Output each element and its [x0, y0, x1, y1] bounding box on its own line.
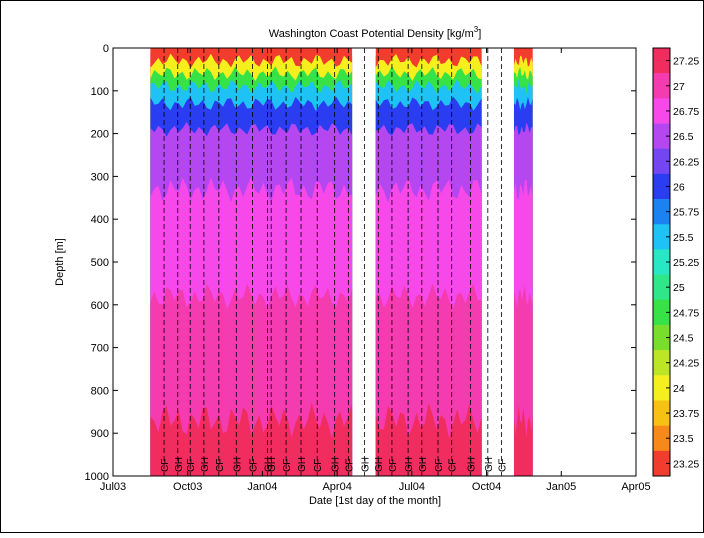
- title-superscript: 3: [474, 25, 479, 34]
- colorbar-swatch: [653, 299, 670, 326]
- y-axis-label: Depth [m]: [54, 238, 66, 286]
- colorbar-label: 25.75: [673, 207, 699, 219]
- cruise-label: GH: [200, 457, 211, 472]
- x-tick-label: Jul03: [100, 481, 126, 493]
- cruise-label: GH: [174, 457, 185, 472]
- x-tick-label: Jan04: [247, 481, 277, 493]
- x-tick-label: Jul04: [399, 481, 425, 493]
- x-tick-label: Apr04: [322, 481, 351, 493]
- cruise-label: GH: [267, 457, 278, 472]
- colorbar-swatch: [653, 249, 670, 275]
- density-layer: [514, 404, 533, 476]
- cruise-label: GH: [361, 457, 372, 472]
- colorbar-label: 27: [673, 81, 685, 93]
- plot-data: [150, 48, 533, 476]
- x-tick-label: Oct03: [173, 481, 202, 493]
- title-end: ]: [478, 28, 481, 40]
- colorbar-label: 24.5: [673, 333, 694, 345]
- density-layer: [150, 402, 353, 476]
- density-layer: [375, 403, 482, 476]
- colorbar-label: 23.5: [673, 433, 694, 445]
- colorbar-swatch: [653, 350, 670, 376]
- colorbar-swatch: [653, 375, 670, 401]
- cruise-label: CF: [160, 459, 171, 472]
- colorbar-swatch: [653, 450, 670, 477]
- colorbar-label: 27.25: [673, 56, 699, 68]
- colorbar-swatch: [653, 73, 670, 99]
- colorbar-label: 25.5: [673, 232, 694, 244]
- x-tick-label: Apr05: [621, 481, 650, 493]
- colorbar-swatch: [653, 173, 670, 200]
- cruise-label: GH: [466, 457, 477, 472]
- cruise-label: CF: [448, 459, 459, 472]
- y-tick-label: 400: [91, 214, 109, 226]
- y-tick-label: 600: [91, 300, 109, 312]
- colorbar-swatch: [653, 98, 670, 124]
- cruise-label: GH: [374, 457, 385, 472]
- cruise-label: GH: [331, 457, 342, 472]
- y-axis: 0 100 200 300 400 500 600 700 800 900 1000: [85, 43, 636, 483]
- colorbar-swatch: [653, 425, 670, 452]
- x-axis: Jul03 Oct03 Jan04 Apr04 Jul04 Oct04 Jan05 Apr05: [100, 48, 651, 493]
- cruise-label: GH: [232, 457, 243, 472]
- chart-title: Washington Coast Potential Density [kg/m…: [269, 25, 482, 40]
- colorbar-label: 24.75: [673, 307, 699, 319]
- cruise-label: CF: [344, 459, 355, 472]
- colorbar-label: 25.25: [673, 257, 699, 269]
- y-tick-label: 800: [91, 385, 109, 397]
- cruise-label: GH: [484, 457, 495, 472]
- y-tick-label: 1000: [85, 471, 109, 483]
- y-tick-label: 100: [91, 86, 109, 98]
- cruise-label: CF: [434, 459, 445, 472]
- cruise-label: CF: [388, 459, 399, 472]
- colorbar-swatch: [653, 148, 670, 175]
- data-segment: [513, 48, 533, 476]
- cruise-label: CF: [282, 459, 293, 472]
- cruise-label: CF: [248, 459, 259, 472]
- colorbar-label: 26.25: [673, 156, 699, 168]
- cruise-label: GH: [404, 457, 415, 472]
- y-tick-label: 200: [91, 129, 109, 141]
- cruise-label: CF: [215, 459, 226, 472]
- colorbar-swatch: [653, 199, 670, 225]
- title-main: Washington Coast Potential Density [kg/m: [269, 28, 474, 40]
- cruise-label: GH: [263, 457, 274, 472]
- colorbar-label: 24: [673, 383, 685, 395]
- data-segment: [150, 48, 353, 476]
- colorbar-label: 26: [673, 181, 685, 193]
- colorbar-label: 23.75: [673, 408, 699, 420]
- y-tick-label: 700: [91, 343, 109, 355]
- colorbar-swatch: [653, 123, 670, 150]
- colorbar-label: 25: [673, 282, 685, 294]
- x-tick-label: Jan05: [546, 481, 576, 493]
- y-tick-label: 300: [91, 171, 109, 183]
- colorbar-label: 26.75: [673, 106, 699, 118]
- cruise-label: GH: [297, 457, 308, 472]
- colorbar-label: 23.25: [673, 458, 699, 470]
- cruise-label: GH: [418, 457, 429, 472]
- colorbar-label: 24.25: [673, 358, 699, 370]
- x-tick-label: Oct04: [472, 481, 501, 493]
- x-axis-label: Date [1st day of the month]: [309, 495, 441, 507]
- cruise-label: CF: [186, 459, 197, 472]
- cruise-label: CF: [313, 459, 324, 472]
- y-tick-label: 500: [91, 257, 109, 269]
- cruise-label: CF: [498, 459, 509, 472]
- colorbar-swatch: [653, 400, 670, 426]
- colorbar-swatch: [653, 274, 670, 301]
- colorbar-swatch: [653, 48, 670, 74]
- y-tick-label: 900: [91, 428, 109, 440]
- y-tick-label: 0: [103, 43, 109, 55]
- colorbar-label: 26.5: [673, 131, 694, 143]
- data-segment: [375, 48, 482, 476]
- colorbar-swatch: [653, 324, 670, 351]
- colorbar-swatch: [653, 224, 670, 250]
- colorbar: 27.25 27 26.75 26.5 26.25 26 25.75 25.5 25.25 25 2…: [652, 47, 699, 477]
